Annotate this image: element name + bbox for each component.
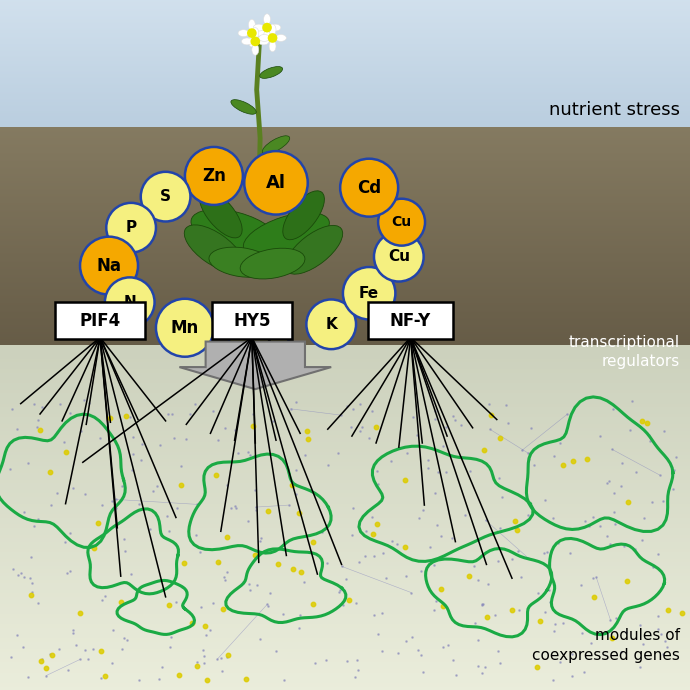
Text: P: P	[126, 220, 137, 235]
Ellipse shape	[252, 44, 259, 55]
Text: NF-Y: NF-Y	[390, 312, 431, 330]
Ellipse shape	[275, 34, 286, 41]
Ellipse shape	[270, 24, 281, 31]
FancyBboxPatch shape	[368, 302, 453, 339]
Ellipse shape	[241, 38, 253, 45]
Text: S: S	[160, 189, 171, 204]
Text: nutrient stress: nutrient stress	[549, 101, 680, 119]
Polygon shape	[179, 342, 331, 389]
Ellipse shape	[248, 36, 255, 47]
Ellipse shape	[264, 30, 270, 41]
Text: Na: Na	[97, 257, 121, 275]
Ellipse shape	[258, 38, 269, 45]
Circle shape	[340, 159, 398, 217]
FancyBboxPatch shape	[55, 302, 145, 339]
Text: K: K	[325, 317, 337, 332]
Ellipse shape	[191, 210, 278, 253]
Text: Fe: Fe	[359, 286, 380, 301]
Text: N: N	[124, 295, 136, 310]
Text: Mn: Mn	[171, 319, 199, 337]
Circle shape	[80, 237, 138, 295]
Text: Cd: Cd	[357, 179, 381, 197]
Circle shape	[378, 199, 425, 246]
Circle shape	[250, 37, 260, 46]
Circle shape	[262, 23, 272, 32]
Ellipse shape	[255, 30, 266, 37]
Ellipse shape	[262, 136, 290, 154]
Circle shape	[141, 172, 190, 221]
Ellipse shape	[269, 41, 276, 52]
Ellipse shape	[264, 14, 270, 25]
Ellipse shape	[238, 30, 249, 37]
Circle shape	[106, 203, 156, 253]
Text: Al: Al	[266, 174, 286, 192]
Text: modules of
coexpressed genes: modules of coexpressed genes	[532, 628, 680, 662]
Circle shape	[156, 299, 214, 357]
Text: Mg: Mg	[244, 326, 273, 344]
Ellipse shape	[209, 247, 274, 277]
Ellipse shape	[184, 225, 244, 272]
Circle shape	[306, 299, 356, 349]
Circle shape	[374, 232, 424, 282]
Ellipse shape	[199, 190, 242, 238]
Ellipse shape	[240, 248, 305, 279]
Ellipse shape	[244, 213, 329, 257]
Text: transcriptional
regulators: transcriptional regulators	[569, 335, 680, 369]
Ellipse shape	[252, 28, 259, 39]
FancyBboxPatch shape	[212, 302, 292, 339]
Text: PIF4: PIF4	[79, 312, 121, 330]
Text: Zn: Zn	[202, 167, 226, 185]
Ellipse shape	[253, 24, 264, 31]
Text: Cu: Cu	[388, 249, 410, 264]
Circle shape	[185, 147, 243, 205]
Circle shape	[105, 277, 155, 327]
Text: Cu: Cu	[391, 215, 412, 229]
Ellipse shape	[259, 66, 283, 79]
Ellipse shape	[231, 99, 256, 115]
Ellipse shape	[283, 191, 324, 239]
Circle shape	[268, 33, 277, 43]
Ellipse shape	[248, 19, 255, 30]
Ellipse shape	[269, 24, 276, 35]
Circle shape	[247, 28, 257, 38]
Circle shape	[228, 304, 289, 365]
Ellipse shape	[285, 226, 343, 274]
Circle shape	[343, 267, 395, 319]
Circle shape	[244, 151, 308, 215]
Ellipse shape	[259, 34, 270, 41]
Text: HY5: HY5	[233, 312, 270, 330]
